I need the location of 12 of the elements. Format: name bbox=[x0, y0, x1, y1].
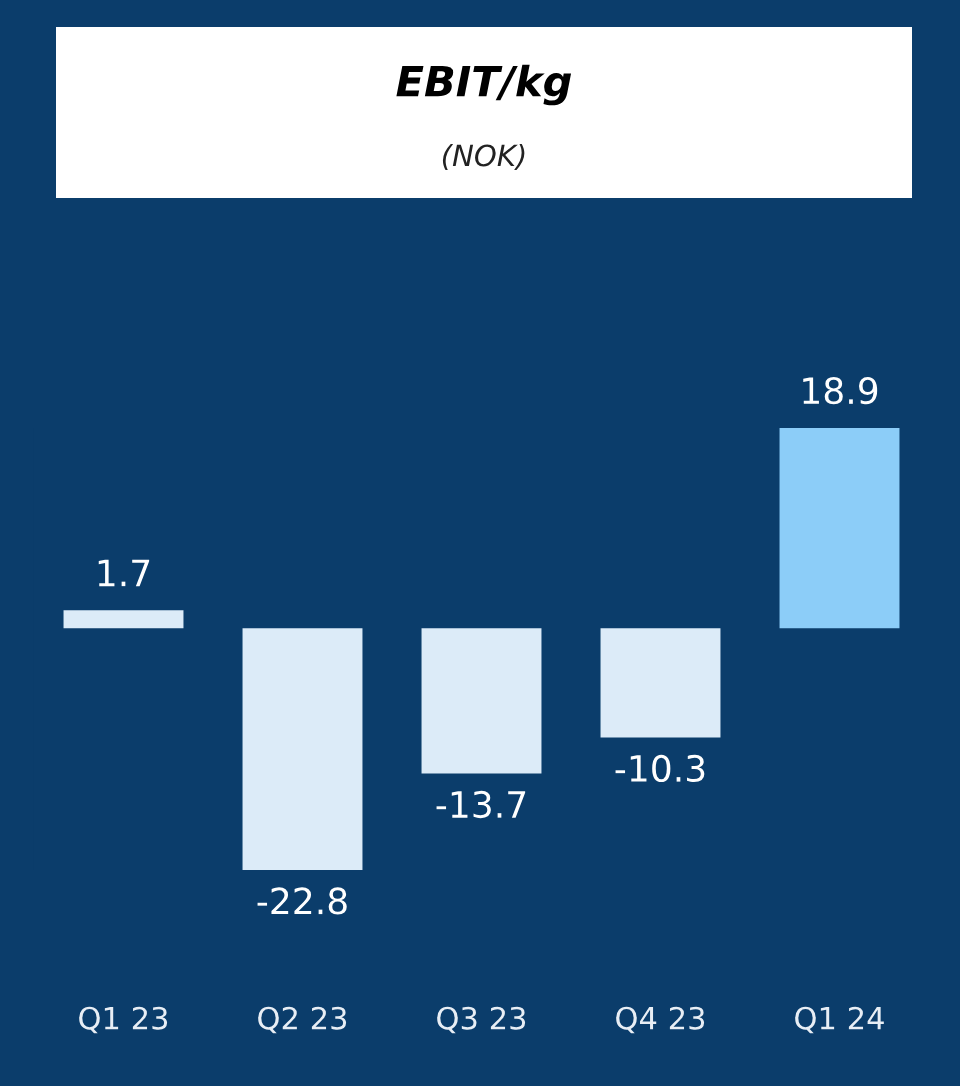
x-tick-label: Q2 23 bbox=[258, 1006, 347, 1034]
chart-subtitle: (NOK) bbox=[442, 143, 525, 170]
data-label: 1.7 bbox=[98, 559, 150, 587]
chart-title: EBIT/kg bbox=[396, 64, 572, 106]
data-label: 18.9 bbox=[803, 377, 878, 405]
data-label: -13.7 bbox=[436, 790, 526, 819]
x-tick-label: Q1 23 bbox=[79, 1006, 168, 1034]
data-label: -22.8 bbox=[257, 887, 347, 915]
data-label: -10.3 bbox=[615, 754, 705, 783]
x-tick-label: Q3 23 bbox=[437, 1006, 526, 1034]
x-tick-label: Q1 24 bbox=[795, 1006, 884, 1034]
x-tick-label: Q4 23 bbox=[616, 1006, 705, 1034]
